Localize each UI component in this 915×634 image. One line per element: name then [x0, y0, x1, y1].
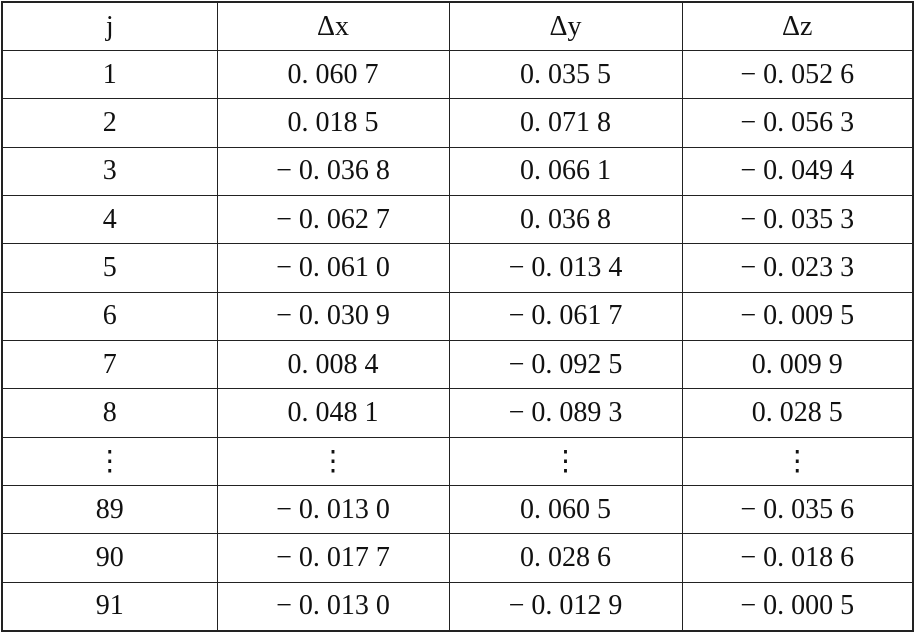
table-cell: 0. 071 8	[448, 98, 683, 148]
table-row: 7 0. 008 4− 0. 092 5 0. 009 9	[1, 339, 914, 390]
table-cell: 3	[1, 146, 218, 196]
table-cell: − 0. 061 0	[216, 243, 450, 293]
table-cell: ⋮	[1, 436, 218, 486]
table-cell: − 0. 030 9	[216, 291, 450, 341]
table-cell: − 0. 061 7	[448, 291, 683, 341]
table-row: 4− 0. 062 7 0. 036 8− 0. 035 3	[1, 194, 914, 245]
table-row: 91− 0. 013 0− 0. 012 9− 0. 000 5	[1, 581, 914, 632]
table-cell: 0. 028 5	[681, 388, 914, 438]
table-cell: 7	[1, 339, 218, 390]
table-cell: − 0. 018 6	[681, 533, 914, 583]
table-cell: − 0. 089 3	[448, 388, 683, 438]
table-cell: − 0. 062 7	[216, 194, 450, 245]
table-row: 90− 0. 017 7 0. 028 6− 0. 018 6	[1, 533, 914, 583]
table-cell: − 0. 049 4	[681, 146, 914, 196]
table-cell: 90	[1, 533, 218, 583]
table-cell: 5	[1, 243, 218, 293]
header-row: j Δx Δy Δz	[1, 1, 914, 51]
table-cell: − 0. 035 3	[681, 194, 914, 245]
table-cell: 0. 008 4	[216, 339, 450, 390]
header-cell: Δx	[216, 1, 450, 51]
table-body: 1 0. 060 7 0. 035 5− 0. 052 6 2 0. 018 5 0. 0…	[1, 49, 914, 632]
table-cell: − 0. 017 7	[216, 533, 450, 583]
table-cell: − 0. 013 4	[448, 243, 683, 293]
table-cell: 0. 048 1	[216, 388, 450, 438]
table-cell: − 0. 023 3	[681, 243, 914, 293]
table-cell: − 0. 056 3	[681, 98, 914, 148]
table-cell: 2	[1, 98, 218, 148]
table-cell: − 0. 052 6	[681, 49, 914, 100]
table-cell: 0. 060 5	[448, 484, 683, 535]
table-cell: 0. 035 5	[448, 49, 683, 100]
table-row: 2 0. 018 5 0. 071 8− 0. 056 3	[1, 98, 914, 148]
table-cell: − 0. 000 5	[681, 581, 914, 632]
table-cell: 0. 066 1	[448, 146, 683, 196]
table-row: 6− 0. 030 9− 0. 061 7− 0. 009 5	[1, 291, 914, 341]
table-row: ⋮ ⋮ ⋮ ⋮	[1, 436, 914, 486]
table-cell: − 0. 092 5	[448, 339, 683, 390]
table-row: 1 0. 060 7 0. 035 5− 0. 052 6	[1, 49, 914, 100]
table-cell: − 0. 012 9	[448, 581, 683, 632]
table-cell: 0. 036 8	[448, 194, 683, 245]
table-row: 89− 0. 013 0 0. 060 5− 0. 035 6	[1, 484, 914, 535]
table-cell: 0. 009 9	[681, 339, 914, 390]
table-cell: ⋮	[681, 436, 914, 486]
table-cell: 0. 060 7	[216, 49, 450, 100]
table-cell: ⋮	[448, 436, 683, 486]
table-cell: 0. 028 6	[448, 533, 683, 583]
table-cell: − 0. 013 0	[216, 581, 450, 632]
header-cell: Δy	[448, 1, 683, 51]
table-cell: 6	[1, 291, 218, 341]
table-cell: 4	[1, 194, 218, 245]
table-cell: − 0. 035 6	[681, 484, 914, 535]
table-row: 5− 0. 061 0− 0. 013 4− 0. 023 3	[1, 243, 914, 293]
table-cell: 8	[1, 388, 218, 438]
table-row: 8 0. 048 1− 0. 089 3 0. 028 5	[1, 388, 914, 438]
table-cell: 89	[1, 484, 218, 535]
table-cell: − 0. 036 8	[216, 146, 450, 196]
table-cell: 91	[1, 581, 218, 632]
table-cell: 0. 018 5	[216, 98, 450, 148]
table-cell: ⋮	[216, 436, 450, 486]
table-cell: 1	[1, 49, 218, 100]
table-row: 3− 0. 036 8 0. 066 1− 0. 049 4	[1, 146, 914, 196]
header-cell: j	[1, 1, 218, 51]
table-cell: − 0. 009 5	[681, 291, 914, 341]
header-cell: Δz	[681, 1, 914, 51]
table-cell: − 0. 013 0	[216, 484, 450, 535]
